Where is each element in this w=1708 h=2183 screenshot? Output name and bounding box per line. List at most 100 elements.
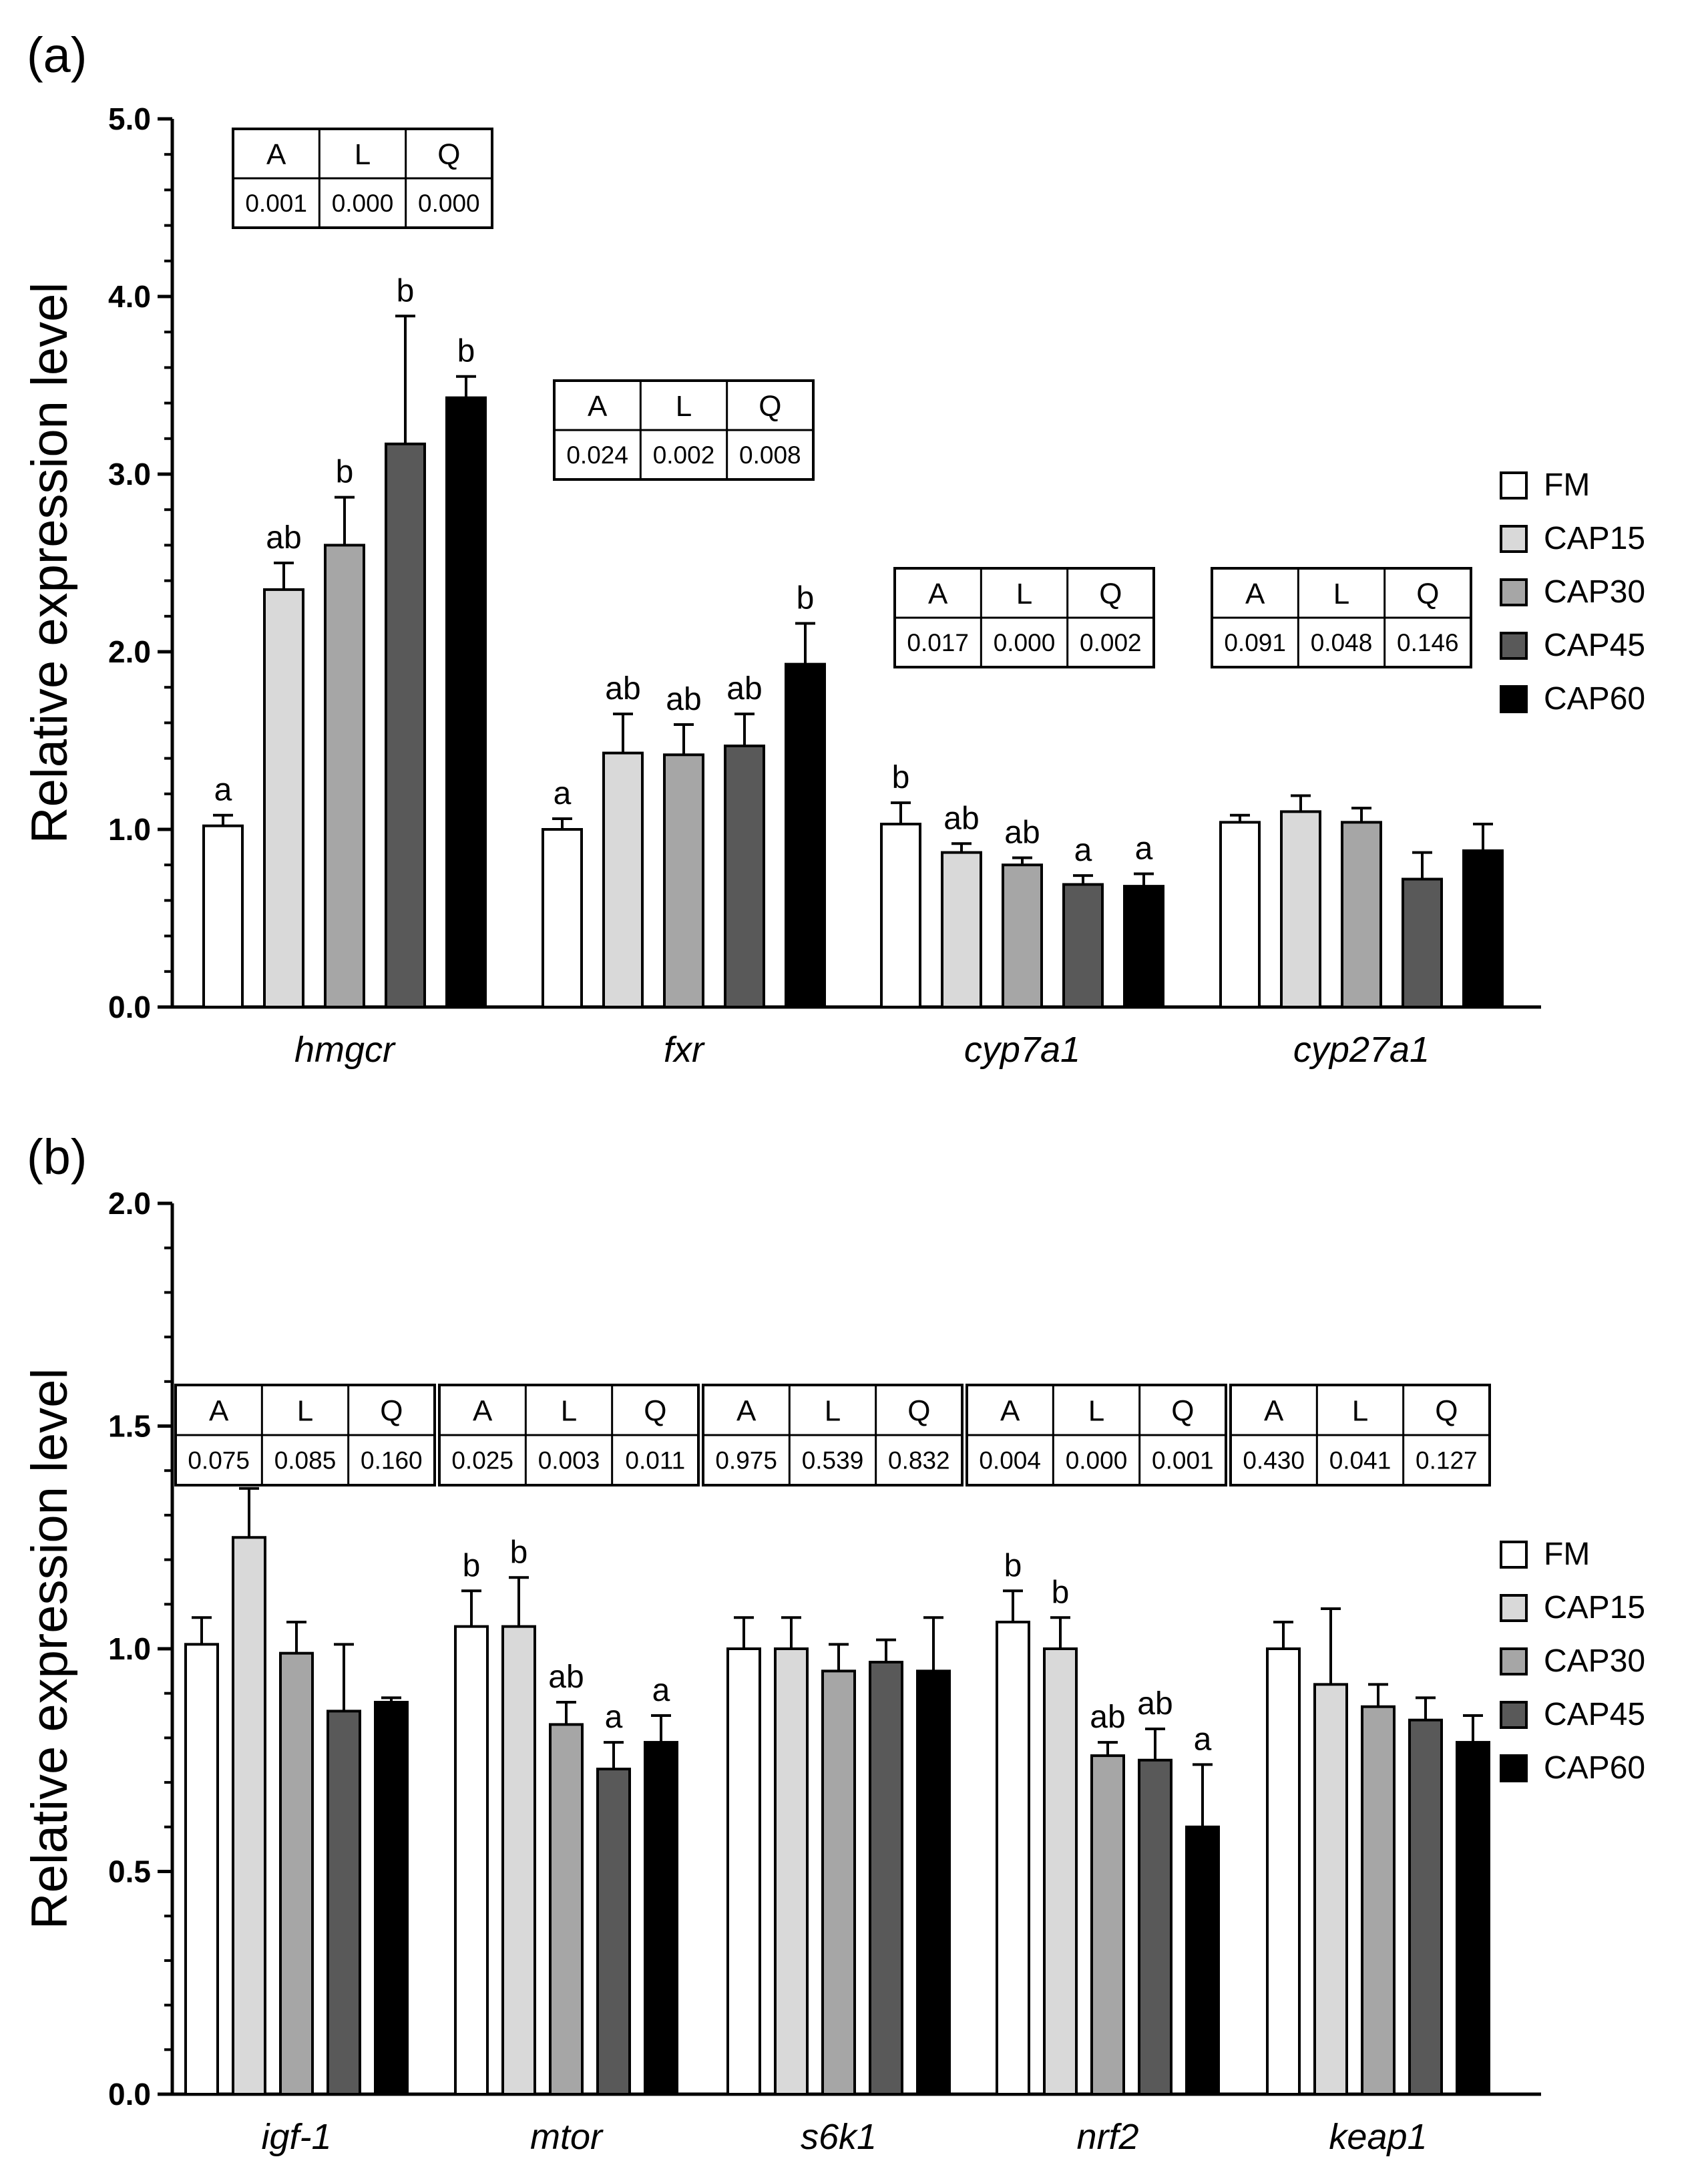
bar <box>1043 1647 1078 2096</box>
bar <box>279 1651 314 2096</box>
stats-table-header: Q <box>759 390 781 423</box>
legend-label: FM <box>1544 1537 1590 1572</box>
legend-label: CAP30 <box>1544 574 1645 610</box>
stats-table-header: Q <box>644 1395 666 1428</box>
stats-table-value: 0.002 <box>1080 629 1142 656</box>
bar <box>324 544 365 1008</box>
bar <box>542 828 583 1008</box>
significance-letter: ab <box>943 801 979 836</box>
legend-label: CAP45 <box>1544 1697 1645 1732</box>
significance-letter: b <box>336 455 354 490</box>
stats-table-header: L <box>1088 1395 1104 1428</box>
category-label: hmgcr <box>294 1030 396 1070</box>
legend-label: CAP15 <box>1544 1590 1645 1625</box>
bar <box>454 1625 489 2096</box>
stats-table-value: 0.003 <box>538 1447 600 1474</box>
bar <box>1090 1754 1125 2096</box>
y-tick-label: 2.0 <box>108 634 151 669</box>
stats-table-value: 0.000 <box>994 629 1056 656</box>
bar <box>549 1723 584 2096</box>
stats-table-value: 0.002 <box>653 441 715 469</box>
legend-label: CAP30 <box>1544 1643 1645 1679</box>
bar <box>880 823 921 1009</box>
bar <box>1408 1718 1443 2096</box>
bar <box>785 662 826 1008</box>
significance-letter: b <box>510 1535 528 1570</box>
stats-table-header: L <box>1016 578 1032 610</box>
bar <box>941 851 982 1008</box>
bar <box>184 1643 219 2096</box>
bar <box>1341 821 1382 1008</box>
stats-table-header: Q <box>1416 578 1439 610</box>
legend-label: CAP60 <box>1544 681 1645 717</box>
bar <box>1266 1647 1301 2096</box>
bar <box>602 751 644 1008</box>
category-label: cyp7a1 <box>964 1030 1080 1070</box>
stats-table-value: 0.041 <box>1329 1447 1392 1474</box>
y-tick-label: 1.0 <box>108 1631 151 1666</box>
panel-a: (a) Relative expression level 0.0 1.0 2.0 3.0… <box>21 27 1645 1070</box>
stats-table-header: A <box>473 1395 493 1428</box>
bar <box>596 1768 631 2096</box>
bar <box>1402 877 1443 1008</box>
legend-label: CAP45 <box>1544 628 1645 663</box>
stats-table-header: A <box>266 138 286 171</box>
stats-table-value: 0.025 <box>451 1447 513 1474</box>
category-label: igf-1 <box>261 2117 331 2157</box>
bar <box>202 824 244 1009</box>
stats-table-header: A <box>1264 1395 1284 1428</box>
legend-swatch <box>1500 1701 1528 1729</box>
significance-letter: ab <box>605 671 640 707</box>
stats-table: A 0.001 L 0.000 Q 0.000 <box>232 128 493 229</box>
legend-swatch <box>1500 471 1528 500</box>
stats-table-value: 0.091 <box>1224 629 1286 656</box>
stats-table-header: Q <box>380 1395 403 1428</box>
significance-letter: b <box>457 334 475 369</box>
significance-letter: b <box>1004 1548 1022 1583</box>
stats-table-header: Q <box>1171 1395 1194 1428</box>
stats-table-value: 0.430 <box>1243 1447 1305 1474</box>
bar <box>1123 885 1164 1008</box>
significance-letter: ab <box>666 682 701 717</box>
stats-table-header: L <box>355 138 371 171</box>
y-tick-label: 1.0 <box>108 812 151 847</box>
bar <box>1456 1741 1490 2096</box>
significance-letter: a <box>1194 1722 1212 1757</box>
stats-table-value: 0.001 <box>245 190 307 217</box>
significance-letter: ab <box>1090 1700 1125 1735</box>
legend-label: FM <box>1544 467 1590 503</box>
stats-table-header: A <box>1000 1395 1020 1428</box>
bar <box>1462 849 1504 1009</box>
bar <box>916 1669 951 2096</box>
y-tick-label: 4.0 <box>108 279 151 314</box>
bar <box>1185 1825 1220 2096</box>
stats-table-value: 0.011 <box>625 1447 685 1474</box>
stats-table-header: L <box>676 390 692 423</box>
bar <box>1138 1758 1172 2096</box>
stats-table-value: 0.017 <box>907 629 969 656</box>
stats-table-value: 0.975 <box>715 1447 777 1474</box>
legend-swatch <box>1500 1647 1528 1675</box>
bar <box>1361 1705 1396 2096</box>
y-tick-label: 5.0 <box>108 102 151 136</box>
panel-b: (b) Relative expression level 0.0 0.5 1.0 1.5… <box>21 1129 1645 2157</box>
stats-table: A 0.004 L 0.000 Q 0.001 <box>966 1384 1227 1486</box>
legend-label: CAP60 <box>1544 1750 1645 1786</box>
significance-letter: ab <box>266 520 301 556</box>
bar <box>263 588 304 1008</box>
significance-letter: a <box>605 1700 623 1735</box>
significance-letter: b <box>397 273 415 309</box>
significance-letter: a <box>1135 831 1153 867</box>
significance-letter: b <box>463 1548 481 1583</box>
significance-letter: a <box>652 1673 670 1708</box>
legend: FM CAP15 CAP30 CAP45 CAP60 <box>1500 467 1645 717</box>
stats-table-value: 0.832 <box>888 1447 950 1474</box>
y-tick-label: 0.5 <box>108 1854 151 1889</box>
y-axis-label: Relative expression level <box>21 282 78 844</box>
significance-letter: a <box>214 773 232 808</box>
stats-table-value: 0.008 <box>739 441 801 469</box>
stats-table: A 0.025 L 0.003 Q 0.011 <box>438 1384 700 1486</box>
legend-swatch <box>1500 525 1528 553</box>
bar <box>644 1741 678 2096</box>
